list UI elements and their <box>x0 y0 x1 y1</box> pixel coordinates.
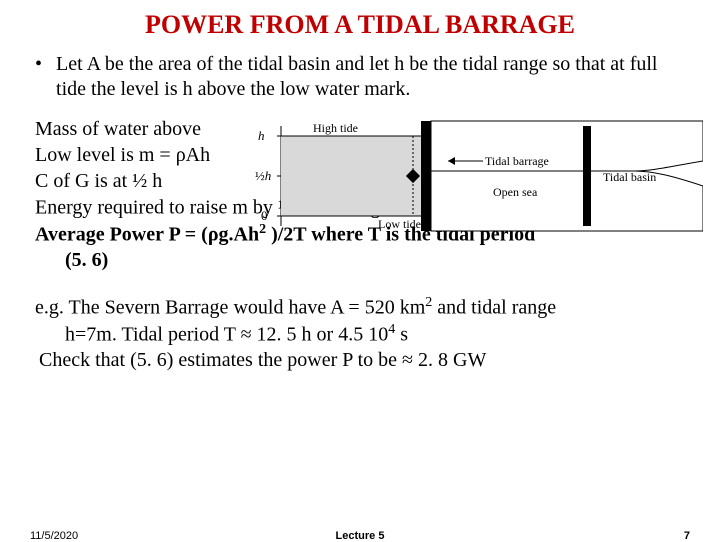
mid-section: Mass of water above Low level is m = ρAh… <box>25 116 695 276</box>
intro-bullet: • Let A be the area of the tidal basin a… <box>25 52 695 102</box>
footer-lecture: Lecture 5 <box>0 530 720 542</box>
example-text: e.g. The Severn Barrage would have A = 5… <box>25 294 695 373</box>
axis-h-label: h <box>258 128 265 143</box>
barrage-icon <box>421 121 431 231</box>
bullet-text: Let A be the area of the tidal basin and… <box>56 52 685 102</box>
open-sea-label: Open sea <box>493 185 538 199</box>
tidal-barrage-diagram: h ½h 0 High tide Low tide Tidal barrage … <box>253 116 703 246</box>
high-tide-label: High tide <box>313 121 358 135</box>
axis-half-label: ½h <box>255 168 271 183</box>
tidal-basin-label: Tidal basin <box>603 170 656 184</box>
axis-zero-label: 0 <box>261 208 268 223</box>
bullet-marker: • <box>35 52 56 102</box>
example-line-1: e.g. The Severn Barrage would have A = 5… <box>35 294 695 321</box>
example-line-2: h=7m. Tidal period T ≈ 12. 5 h or 4.5 10… <box>35 321 695 348</box>
footer-page-number: 7 <box>684 530 690 542</box>
example-line-3: Check that (5. 6) estimates the power P … <box>35 347 695 373</box>
page-title: POWER FROM A TIDAL BARRAGE <box>25 10 695 40</box>
low-tide-label: Low tide <box>378 217 421 231</box>
barrage-label: Tidal barrage <box>485 154 549 168</box>
line-eq-ref: (5. 6) <box>35 247 695 273</box>
